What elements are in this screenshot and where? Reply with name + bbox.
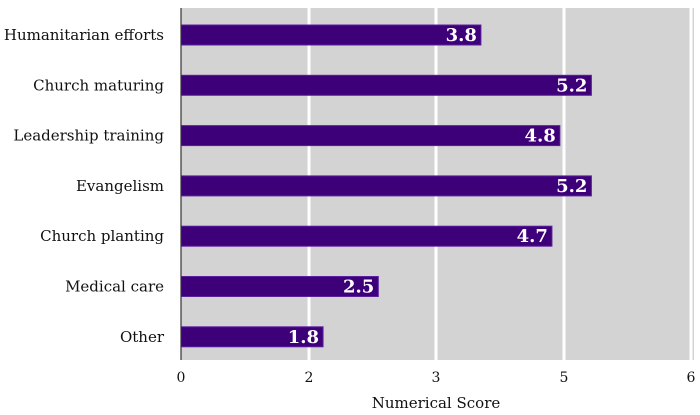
category-label: Humanitarian efforts: [4, 26, 164, 44]
category-labels: Humanitarian efforts Church maturing Leade…: [4, 26, 165, 346]
bar: [180, 24, 482, 46]
bar: [180, 74, 592, 96]
bar: [180, 225, 553, 247]
bars: [180, 24, 592, 348]
x-tick-label: 3: [432, 370, 441, 386]
category-label: Evangelism: [76, 177, 164, 195]
value-label: 2.5: [343, 277, 374, 298]
category-label: Medical care: [65, 278, 164, 296]
value-label: 5.2: [556, 75, 587, 96]
x-tick-labels: 0 2 3 5 6: [177, 370, 696, 386]
value-labels: 3.8 5.2 4.8 5.2 4.7 2.5 1.8: [288, 25, 588, 348]
bar: [180, 175, 592, 197]
value-label: 4.7: [517, 226, 548, 247]
value-label: 1.8: [288, 327, 319, 348]
x-tick-label: 6: [687, 370, 696, 386]
value-label: 4.8: [525, 126, 556, 147]
x-axis-label: Numerical Score: [372, 394, 501, 412]
value-label: 3.8: [446, 25, 477, 46]
category-label: Church maturing: [33, 76, 164, 94]
x-tick-label: 2: [305, 370, 314, 386]
x-tick-label: 5: [560, 370, 569, 386]
category-label: Leadership training: [13, 127, 164, 145]
bar: [180, 125, 561, 147]
x-tick-label: 0: [177, 370, 186, 386]
category-label: Church planting: [40, 227, 164, 245]
value-label: 5.2: [556, 176, 587, 197]
category-label: Other: [120, 328, 165, 346]
